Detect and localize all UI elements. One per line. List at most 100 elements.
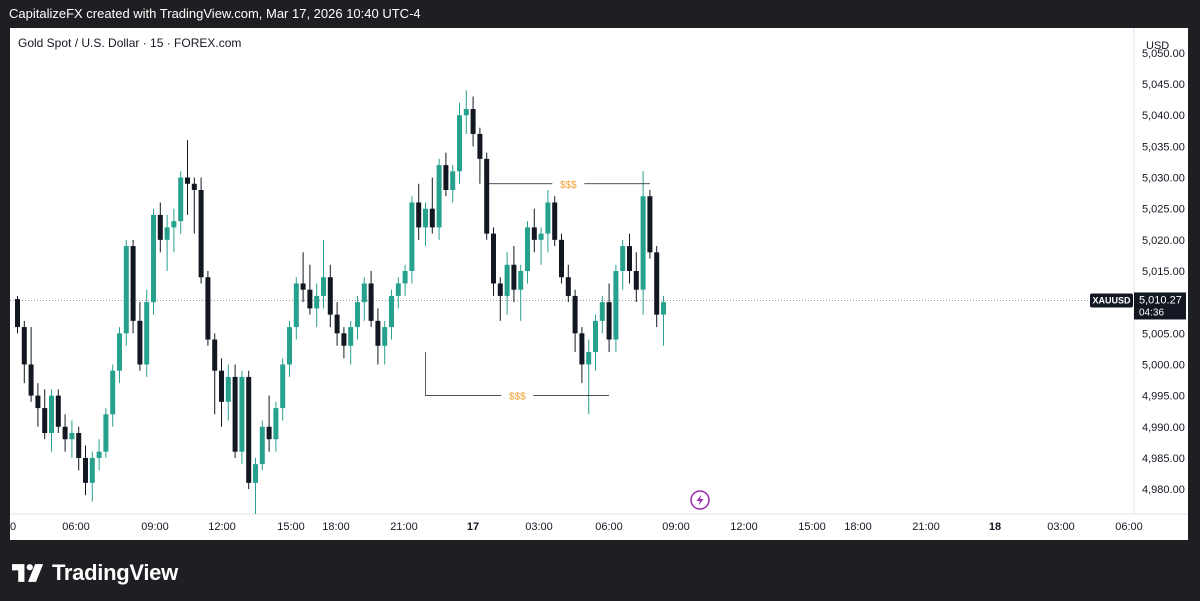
symbol-title[interactable]: Gold Spot / U.S. Dollar · 15 · FOREX.com [18,36,242,50]
liquidity-marker[interactable]: $$$ [486,180,650,222]
candle [341,327,347,359]
candle [450,165,456,203]
candle [266,395,272,452]
candle [219,358,224,427]
candle [423,202,428,247]
candle [130,239,136,334]
candle [28,327,34,402]
candle [559,233,564,284]
candle [55,389,61,433]
candle [307,264,313,315]
lightning-icon[interactable] [690,490,710,510]
candle [457,102,462,184]
watermark-header: CapitalizeFX created with TradingView.co… [0,0,1200,28]
time-axis-label: 18 [989,521,1001,533]
candle [89,451,95,502]
candle [389,289,394,340]
candle [409,196,415,284]
candle [232,364,238,458]
candle [593,314,598,371]
candle [429,177,435,234]
candle [225,364,231,421]
candle [599,295,605,334]
candle [96,439,102,471]
candle [463,90,469,134]
candle [239,370,245,465]
candle [110,364,116,427]
chart-canvas[interactable]: 5,050.00 5,045.00 5,040.00 5,035.00 5,030.00… [10,28,1188,540]
candle [647,190,653,259]
price-axis-label: 4,985.00 [1142,453,1185,465]
candle [633,252,639,303]
chart-panel[interactable]: 5,050.00 5,045.00 5,040.00 5,035.00 5,030.00… [10,28,1188,540]
price-axis-label: 5,000.00 [1142,359,1185,371]
candle [586,339,592,415]
liquidity-marker[interactable]: $$$ [425,352,610,403]
candle [416,183,422,240]
candle [287,320,292,377]
candle [21,320,27,384]
candle [545,190,551,253]
candle [491,227,496,296]
symbol-tag-label: XAUUSD [1092,295,1131,305]
time-axis-label: 15:00 [277,521,305,533]
price-axis-label: 4,990.00 [1142,422,1185,434]
time-axis-label: 06:00 [595,521,623,533]
candle [511,246,517,303]
candle [565,264,571,303]
time-axis-label: 06:00 [1115,521,1143,533]
candle [185,140,190,215]
footer-brand[interactable]: TradingView [12,555,178,591]
candle [477,127,483,184]
candle [620,239,626,290]
price-axis-label: 5,020.00 [1142,235,1185,247]
time-axis-label: 09:00 [662,521,690,533]
price-axis-label: 5,005.00 [1142,328,1185,340]
currency-label[interactable]: USD [1146,40,1169,52]
candle [654,246,660,328]
candle [62,414,68,452]
candle [171,208,177,253]
candle [191,177,197,234]
tradingview-logo-icon [12,564,44,582]
candle [137,302,143,371]
candle [280,358,286,421]
tradingview-wordmark: TradingView [52,560,178,585]
price-axis-label: 5,030.00 [1142,173,1185,185]
candle [436,158,442,240]
candle [661,295,666,346]
time-axis-label: 18:00 [322,521,350,533]
candle [606,283,612,352]
price-axis-label: 4,980.00 [1142,484,1185,496]
candle [35,383,41,427]
time-axis-label: 21:00 [390,521,418,533]
candle [123,239,129,346]
time-axis-label: 09:00 [141,521,169,533]
price-axis-label: 5,035.00 [1142,141,1185,153]
candle [151,208,156,315]
candle [246,370,252,490]
candle [538,227,544,265]
candle [504,252,510,315]
time-axis-label: 15:00 [798,521,826,533]
price-axis-label: 5,040.00 [1142,110,1185,122]
candle [368,271,374,328]
price-axis-label: 5,015.00 [1142,266,1185,278]
candle [327,264,333,328]
price-axis-label: 5,025.00 [1142,204,1185,216]
candle [205,271,211,346]
candle [178,171,184,234]
candle [470,96,476,147]
candle [198,177,204,284]
candle [531,208,537,253]
candle [375,308,381,365]
candle [627,233,632,284]
candle [382,320,388,365]
time-axis-label: 12:00 [730,521,758,533]
candle [157,202,163,253]
candle [76,426,82,471]
candle [443,152,449,197]
candle [259,420,265,471]
candle [15,295,20,334]
time-axis-label: 17 [467,521,479,533]
